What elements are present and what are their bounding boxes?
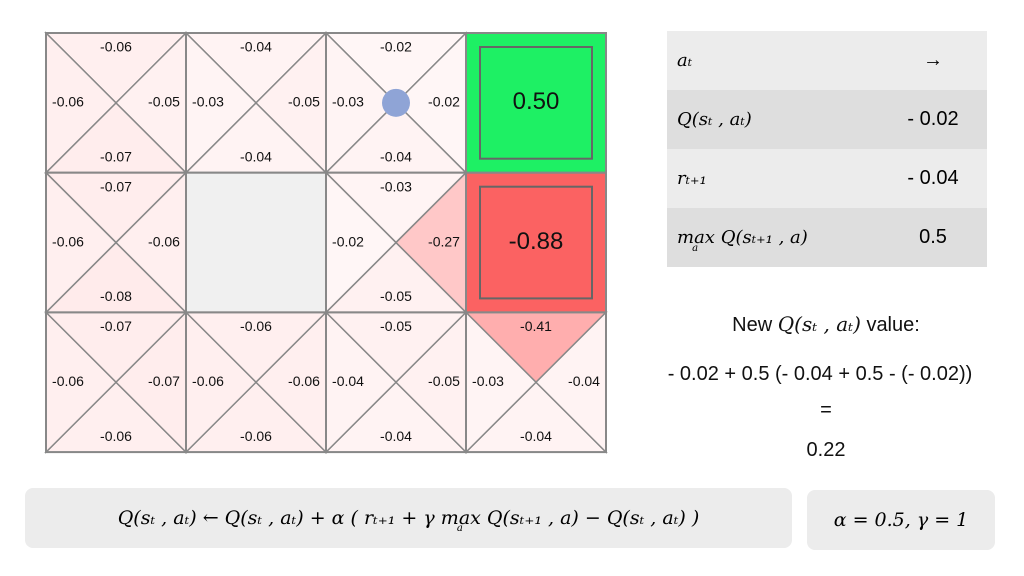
formula-right: Q(sₜ₊₁ , a) − Q(sₜ , aₜ) ) — [486, 507, 700, 529]
computation: - 0.02 + 0.5 (- 0.04 + 0.5 - (- 0.02)) — [667, 363, 973, 385]
row-label: rₜ₊₁ — [677, 168, 707, 189]
suffix: value: — [866, 314, 920, 336]
agent — [382, 88, 410, 117]
op-sub: a — [692, 243, 699, 254]
result: 0.22 — [806, 439, 846, 461]
formula: Q(sₜ , aₜ) ← Q(sₜ , aₜ) + α ( rₜ₊₁ + γ m… — [25, 488, 792, 548]
max-op: max a — [677, 227, 715, 254]
q-down: -0.08 — [100, 288, 132, 304]
terminal — [466, 33, 606, 173]
formula-left: Q(sₜ , aₜ) ← Q(sₜ , aₜ) + α ( rₜ₊₁ + γ — [117, 507, 435, 529]
cell-border — [465, 311, 607, 454]
q-up: -0.06 — [240, 318, 272, 334]
q-right: -0.06 — [148, 233, 180, 249]
q-down: -0.07 — [100, 148, 132, 164]
grid-world: -0.06 -0.07 -0.06 -0.05 -0.04 -0.04 -0.03 -0.05… — [44, 31, 608, 454]
q-up: -0.05 — [380, 318, 412, 334]
q-right: -0.05 — [148, 94, 180, 110]
q-down: -0.04 — [380, 428, 412, 444]
q-left: -0.06 — [52, 233, 84, 249]
q-left: -0.03 — [192, 94, 224, 110]
params: α = 0.5, γ = 1 — [807, 490, 995, 550]
row-label-group: max a Q(sₜ₊₁ , a) — [667, 208, 879, 267]
q-up: -0.04 — [240, 39, 272, 55]
q-up: -0.06 — [100, 39, 132, 55]
table-row: max a Q(sₜ₊₁ , a) 0.5 — [667, 208, 987, 267]
q-right: -0.04 — [568, 373, 600, 389]
terminal-inner — [479, 46, 593, 160]
q-left: -0.03 — [472, 373, 504, 389]
math: Q(sₜ , aₜ) — [777, 312, 861, 336]
row-value: 0.5 — [919, 226, 947, 248]
q-right: -0.07 — [148, 373, 180, 389]
q-up: -0.07 — [100, 178, 132, 194]
q-up: -0.02 — [380, 39, 412, 55]
q-left: -0.03 — [332, 94, 364, 110]
q-right: -0.05 — [288, 94, 320, 110]
q-left: -0.06 — [52, 94, 84, 110]
op: max — [440, 507, 481, 529]
op: max — [677, 227, 715, 248]
q-right: -0.02 — [428, 94, 460, 110]
row-label: aₜ — [677, 50, 693, 71]
table-row: rₜ₊₁ - 0.04 — [667, 149, 987, 208]
terminal-value: -0.88 — [509, 228, 564, 255]
q-up: -0.41 — [520, 318, 552, 334]
q-left: -0.06 — [192, 373, 224, 389]
row-value: → — [923, 49, 943, 71]
prefix: New — [732, 314, 773, 336]
q-up: -0.07 — [100, 318, 132, 334]
wall — [186, 172, 326, 313]
max-op: max a — [440, 507, 481, 534]
terminal-value: 0.50 — [513, 88, 560, 115]
update-heading: New Q(sₜ , aₜ) value: — [640, 312, 1012, 337]
q-right: -0.27 — [428, 233, 460, 249]
op-sub: a — [456, 523, 463, 534]
row-label: Q(sₜ₊₁ , a) — [720, 227, 808, 248]
terminal-inner — [479, 185, 593, 300]
q-down: -0.06 — [240, 428, 272, 444]
q-left: -0.04 — [332, 373, 364, 389]
q-down: -0.06 — [100, 428, 132, 444]
q-down: -0.04 — [520, 428, 552, 444]
q-left: -0.02 — [332, 233, 364, 249]
table-row: aₜ → — [667, 31, 987, 90]
row-value: - 0.04 — [907, 167, 959, 189]
q-table: aₜ → Q(sₜ , aₜ) - 0.02 rₜ₊₁ - 0.04 max a Q(s… — [667, 31, 987, 267]
q-up: -0.03 — [380, 178, 412, 194]
q-left: -0.06 — [52, 373, 84, 389]
q-down: -0.04 — [240, 148, 272, 164]
terminal — [466, 172, 606, 313]
row-value: - 0.02 — [907, 108, 959, 130]
q-right: -0.05 — [428, 373, 460, 389]
q-down: -0.05 — [380, 288, 412, 304]
table-row: Q(sₜ , aₜ) - 0.02 — [667, 90, 987, 149]
q-right: -0.06 — [288, 373, 320, 389]
row-label: Q(sₜ , aₜ) — [677, 109, 752, 130]
q-down: -0.04 — [380, 148, 412, 164]
equals: = — [820, 399, 832, 421]
